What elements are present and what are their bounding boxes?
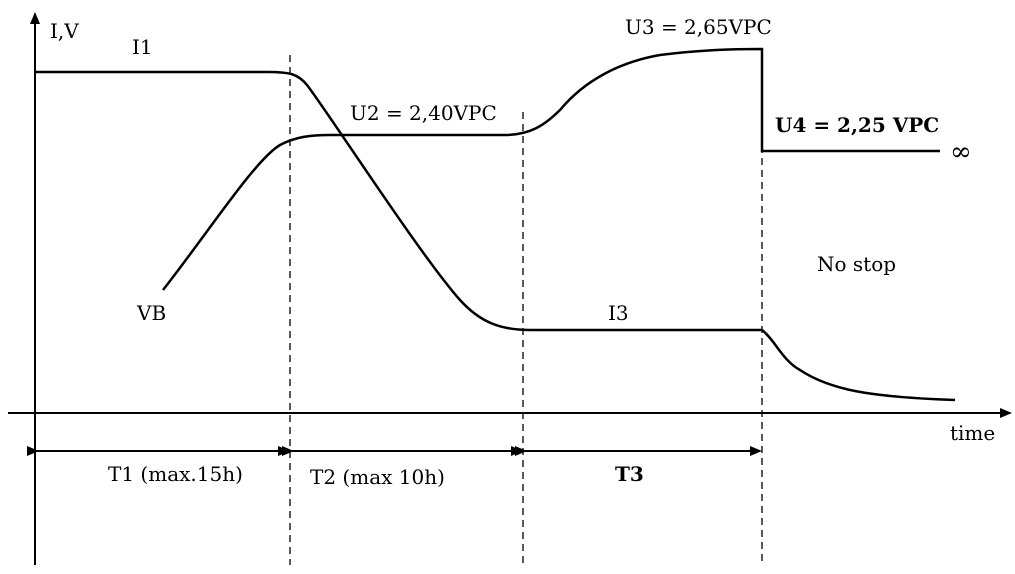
x-axis-label: time bbox=[950, 421, 995, 445]
current-curve bbox=[35, 70, 956, 402]
voltage-curve bbox=[162, 47, 940, 291]
y-axis-label: I,V bbox=[50, 19, 79, 43]
phase-label-t1: T1 (max.15h) bbox=[108, 462, 243, 486]
label-i3: I3 bbox=[608, 301, 629, 325]
label-i1: I1 bbox=[132, 35, 153, 59]
phase-label-t2: T2 (max 10h) bbox=[310, 465, 445, 489]
label-u2: U2 = 2,40VPC bbox=[350, 101, 497, 125]
note-no-stop: No stop bbox=[817, 252, 896, 276]
infinity-symbol: ∞ bbox=[950, 137, 972, 167]
label-u4: U4 = 2,25 VPC bbox=[775, 113, 939, 137]
label-u3: U3 = 2,65VPC bbox=[625, 15, 772, 39]
label-vb: VB bbox=[136, 301, 166, 325]
phase-label-t3: T3 bbox=[615, 462, 644, 486]
